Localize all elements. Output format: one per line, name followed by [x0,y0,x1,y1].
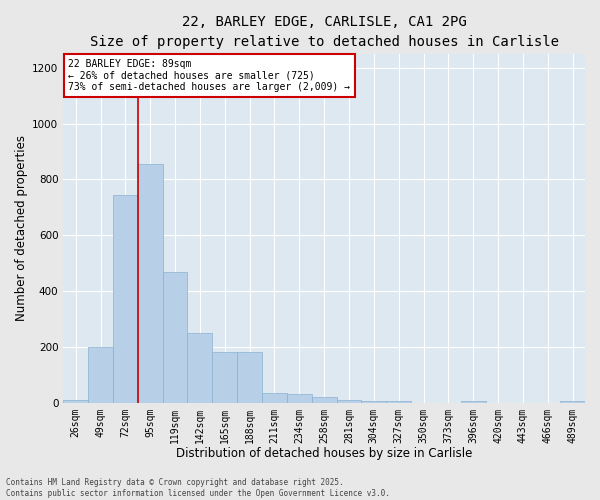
Bar [337,400,361,402]
Bar [312,397,337,402]
Text: Contains HM Land Registry data © Crown copyright and database right 2025.
Contai: Contains HM Land Registry data © Crown c… [6,478,390,498]
Title: 22, BARLEY EDGE, CARLISLE, CA1 2PG
Size of property relative to detached houses : 22, BARLEY EDGE, CARLISLE, CA1 2PG Size … [89,15,559,48]
Bar [287,394,312,402]
X-axis label: Distribution of detached houses by size in Carlisle: Distribution of detached houses by size … [176,447,472,460]
Bar [237,352,262,403]
Bar [262,393,287,402]
Bar [187,333,212,402]
Bar [63,400,88,402]
Bar [212,352,237,403]
Bar [163,272,187,402]
Y-axis label: Number of detached properties: Number of detached properties [15,136,28,322]
Bar [113,195,138,402]
Bar [138,164,163,402]
Text: 22 BARLEY EDGE: 89sqm
← 26% of detached houses are smaller (725)
73% of semi-det: 22 BARLEY EDGE: 89sqm ← 26% of detached … [68,59,350,92]
Bar [88,347,113,403]
